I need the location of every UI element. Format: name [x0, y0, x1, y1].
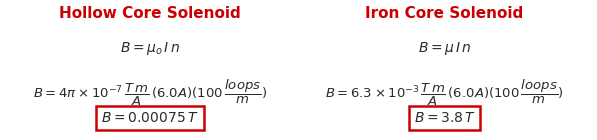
Text: $B = \mu\, I\, n$: $B = \mu\, I\, n$ [418, 40, 472, 57]
Text: $B = 3.8\,T$: $B = 3.8\,T$ [414, 111, 476, 125]
Text: $B = 0.00075\,T$: $B = 0.00075\,T$ [101, 111, 199, 125]
Text: $B = 4\pi \times 10^{-7}\,\dfrac{T\,m}{A}\,(6.0A)(100\,\dfrac{loops}{m})$: $B = 4\pi \times 10^{-7}\,\dfrac{T\,m}{A… [33, 78, 267, 108]
Text: $B = 6.3 \times 10^{-3}\,\dfrac{T\,m}{A}\,(6.0A)(100\,\dfrac{loops}{m})$: $B = 6.3 \times 10^{-3}\,\dfrac{T\,m}{A}… [325, 78, 564, 108]
Text: Hollow Core Solenoid: Hollow Core Solenoid [59, 5, 241, 20]
Text: Iron Core Solenoid: Iron Core Solenoid [365, 5, 524, 20]
Text: $B = \mu_o\, I\, n$: $B = \mu_o\, I\, n$ [120, 40, 180, 57]
